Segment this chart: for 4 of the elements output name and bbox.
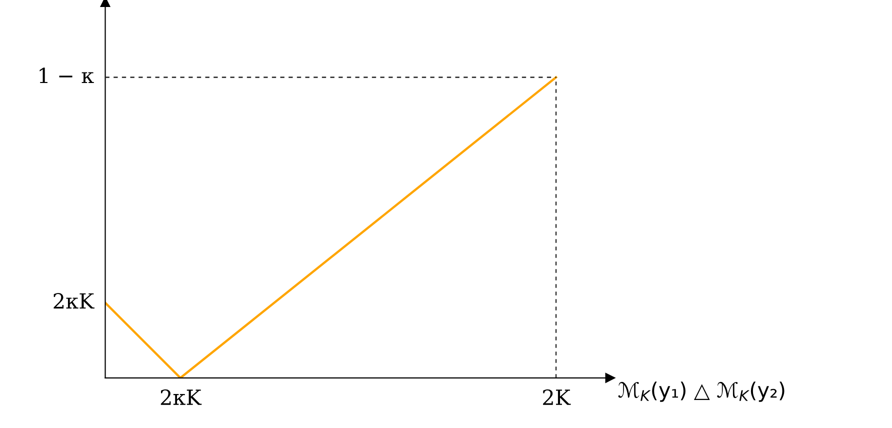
ref-line-label: 1 − κ <box>40 68 94 84</box>
x-tick-label: 2K <box>543 389 571 405</box>
text: 2κK <box>54 293 94 309</box>
x-axis-title: ℳ$_{K}$(y₁) △ ℳ$_{K}$(y₂) <box>618 382 784 402</box>
